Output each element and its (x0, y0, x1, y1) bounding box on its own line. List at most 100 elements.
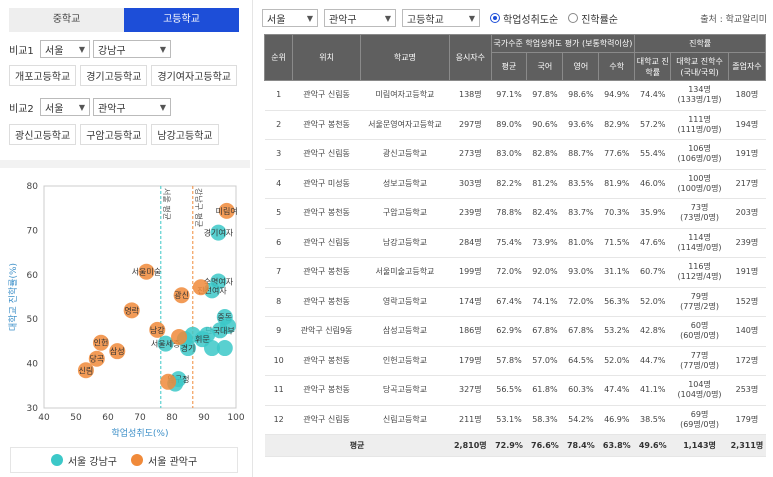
data-point (88, 350, 105, 367)
district-select[interactable]: 관악구 ▼ (324, 9, 396, 27)
cell-korean: 73.9% (526, 228, 563, 258)
cell-grads: 253명 (728, 375, 766, 406)
cell-korean: 82.4% (526, 198, 563, 229)
x-tick-label: 90 (198, 413, 210, 423)
compare1-region-select[interactable]: 서울 ▼ (40, 40, 90, 58)
cell-grads: 194명 (728, 110, 766, 140)
cell-korean: 74.1% (526, 287, 563, 317)
college-count-split: (114명/0명) (677, 242, 722, 252)
college-count-split: (106명/0명) (677, 154, 722, 164)
cell-math: 47.4% (598, 375, 635, 406)
table-row[interactable]: 12 관악구 신림동 신림고등학교 211명 53.1% 58.3% 54.2% 46.9% 3… (264, 405, 766, 435)
tab-middle-school[interactable]: 중학교 (9, 8, 124, 32)
compare2-district-select[interactable]: 관악구 ▼ (93, 98, 171, 116)
table-row[interactable]: 11 관악구 봉천동 당곡고등학교 327명 56.5% 61.8% 60.3% 47.4% 4… (264, 375, 766, 406)
data-point (212, 322, 228, 339)
table-row[interactable]: 8 관악구 봉천동 영락고등학교 174명 67.4% 74.1% 72.0% 56.3% 52… (264, 287, 766, 317)
reference-line-label: 서울 평균 (162, 188, 172, 220)
legend-item-gangnam[interactable]: 서울 강남구 (50, 453, 117, 468)
table-row[interactable]: 5 관악구 봉천동 구암고등학교 239명 78.8% 82.4% 83.7% 70.3% 35… (264, 198, 766, 229)
compare1-district-select[interactable]: 강남구 ▼ (93, 40, 171, 58)
radio-label: 학업성취도순 (503, 14, 559, 26)
header-english[interactable]: 영어 (562, 52, 600, 81)
college-count-split: (104명/0명) (677, 390, 722, 400)
sort-by-achievement-radio[interactable]: 학업성취도순 (490, 11, 558, 26)
school-level-select[interactable]: 고등학교 ▼ (402, 9, 480, 27)
header-location[interactable]: 위치 (292, 34, 361, 81)
footer-avg: 72.9% (491, 434, 527, 457)
footer-label: 평균 (264, 434, 450, 457)
data-point (77, 362, 94, 379)
cell-math: 52.0% (598, 346, 635, 376)
college-count-split: (77명/2명) (680, 301, 720, 311)
header-avg[interactable]: 평균 (490, 52, 528, 81)
school-chip[interactable]: 남강고등학교 (151, 124, 219, 145)
cell-rate: 44.7% (634, 346, 671, 376)
school-chip[interactable]: 구암고등학교 (80, 124, 148, 145)
legend-item-gwanak[interactable]: 서울 관악구 (131, 453, 197, 468)
cell-school: 남강고등학교 (360, 228, 450, 258)
cell-exam: 284명 (449, 228, 491, 258)
table-row[interactable]: 6 관악구 신림동 남강고등학교 284명 75.4% 73.9% 81.0% 71.5% 47… (264, 228, 766, 258)
header-korean[interactable]: 국어 (526, 52, 564, 81)
data-point-label: 신림 (79, 365, 94, 375)
table-row[interactable]: 9 관악구 신림9동 삼성고등학교 186명 62.9% 67.8% 67.8% 53.2% 4… (264, 316, 766, 347)
school-chip[interactable]: 경기여자고등학교 (151, 65, 238, 86)
header-school[interactable]: 학교명 (359, 34, 451, 81)
cell-korean: 92.0% (526, 257, 563, 288)
cell-location: 관악구 신림9동 (292, 316, 361, 347)
table-row[interactable]: 2 관악구 봉천동 서울문영여자고등학교 297명 89.0% 90.6% 93.6% 82.… (264, 110, 766, 140)
table-row[interactable]: 1 관악구 신림동 미림여자고등학교 138명 97.1% 97.8% 98.6% 94.9%… (264, 80, 766, 111)
header-rank[interactable]: 순위 (263, 34, 294, 81)
cell-english: 93.6% (562, 110, 599, 140)
cell-school: 서울미술고등학교 (360, 257, 450, 288)
radio-label: 진학률순 (581, 14, 619, 26)
x-tick-label: 60 (102, 413, 114, 423)
cell-avg: 97.1% (491, 80, 527, 111)
header-exam[interactable]: 응시자수 (449, 34, 492, 81)
data-point (210, 224, 227, 241)
cell-korean: 57.0% (526, 346, 563, 376)
source-text: 출처 : 학교알리미 (700, 14, 767, 25)
cell-location: 관악구 봉천동 (292, 257, 361, 288)
filter-bar: 서울 ▼ 관악구 ▼ 고등학교 ▼ 학업성취도순 진학률순 출처 : 학교알리미 (262, 8, 767, 28)
cell-avg: 89.0% (491, 110, 527, 140)
cell-location: 관악구 봉천동 (292, 198, 361, 229)
school-chip[interactable]: 광신고등학교 (9, 124, 77, 145)
district-value: 관악구 (329, 14, 357, 26)
data-point (157, 335, 174, 352)
header-math[interactable]: 수학 (598, 52, 636, 81)
school-chip[interactable]: 경기고등학교 (80, 65, 148, 86)
school-ranking-table: 순위 위치 학교명 응시자수 국가수준 학업성취도 평가 (보통학력이상) 진학… (263, 34, 767, 457)
table-row[interactable]: 7 관악구 봉천동 서울미술고등학교 199명 72.0% 92.0% 93.0% 31.1%… (264, 257, 766, 288)
data-point (216, 340, 233, 357)
compare2-region-select[interactable]: 서울 ▼ (40, 98, 90, 116)
sort-by-advance-radio[interactable]: 진학률순 (568, 11, 618, 26)
y-tick-label: 30 (27, 404, 39, 414)
chevron-down-icon: ▼ (159, 44, 166, 54)
cell-korean: 58.3% (526, 405, 563, 435)
cell-korean: 67.8% (526, 316, 563, 347)
table-row[interactable]: 3 관악구 신림동 광신고등학교 273명 83.0% 82.8% 88.7% 77.6% 55… (264, 139, 766, 170)
school-chip[interactable]: 개포고등학교 (9, 65, 77, 86)
college-count-total: 77명 (690, 350, 709, 360)
header-college-count[interactable]: 대학교 진학수 (국내/국외) (670, 52, 729, 81)
cell-school: 광신고등학교 (360, 139, 450, 170)
region-select[interactable]: 서울 ▼ (262, 9, 318, 27)
cell-korean: 82.8% (526, 139, 563, 170)
cell-college-count: 116명 (112명/4명) (670, 257, 729, 288)
cell-rank: 1 (264, 80, 293, 111)
tab-high-school[interactable]: 고등학교 (124, 8, 239, 32)
cell-math: 71.5% (598, 228, 635, 258)
data-point-label: 서울세종 (151, 340, 180, 349)
header-college-rate[interactable]: 대학교 진학률 (634, 52, 672, 81)
table-row[interactable]: 10 관악구 봉천동 인헌고등학교 179명 57.8% 57.0% 64.5% 52.0% 4… (264, 346, 766, 376)
cell-grads: 152명 (728, 287, 766, 317)
college-count-total: 111명 (688, 114, 711, 124)
cell-rank: 3 (264, 139, 293, 170)
radio-checked-icon (490, 13, 500, 23)
legend-swatch (131, 454, 143, 466)
cell-school: 인헌고등학교 (360, 346, 450, 376)
header-grads[interactable]: 졸업자수 (727, 52, 767, 81)
table-row[interactable]: 4 관악구 미성동 성보고등학교 303명 82.2% 81.2% 83.5% 81.9% 46… (264, 169, 766, 199)
